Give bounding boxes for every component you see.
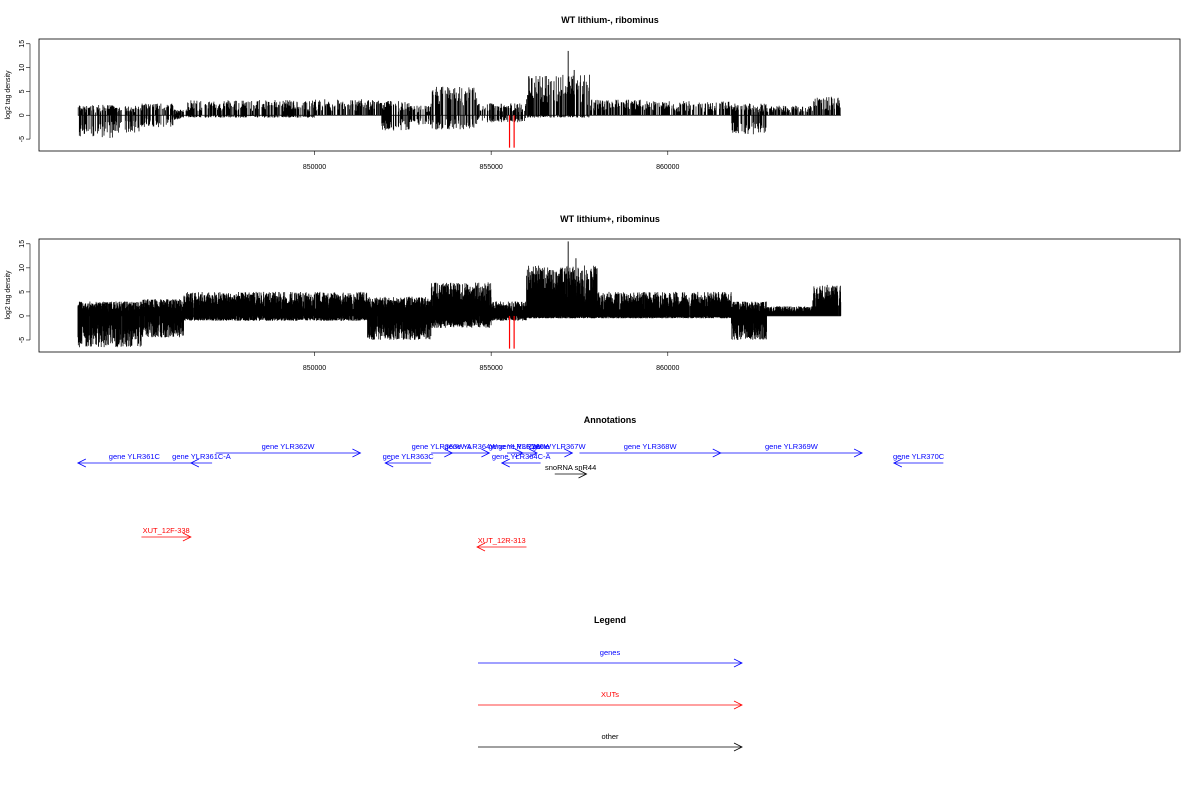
plot-frame bbox=[38, 238, 1181, 353]
legend-arrowhead bbox=[733, 700, 743, 710]
annotation-feature: gene YLR368W bbox=[579, 442, 722, 458]
y-axis-label: log2 tag density bbox=[5, 270, 12, 320]
legend-title: Legend bbox=[594, 615, 626, 625]
y-tick-label: 15 bbox=[19, 40, 26, 48]
feature-label: gene YLR363W-A bbox=[412, 442, 472, 451]
feature-label: gene YLR368W bbox=[624, 442, 678, 451]
feature-label: gene YLR369W bbox=[765, 442, 819, 451]
annotation-feature: gene YLR361C bbox=[76, 452, 191, 468]
track-lithium-minus: WT lithium-, ribominus log2 tag density … bbox=[5, 15, 1181, 171]
track-title: WT lithium+, ribominus bbox=[560, 214, 660, 224]
arrowhead bbox=[476, 542, 486, 552]
annotation-feature: XUT_12F-338 bbox=[141, 526, 192, 542]
feature-label: gene YLR364C-A bbox=[492, 452, 551, 461]
legend: Legend genes XUTs other bbox=[478, 615, 743, 752]
legend-item: other bbox=[478, 732, 743, 752]
signal-bars bbox=[77, 50, 841, 148]
arrowhead bbox=[564, 448, 574, 458]
legend-arrowhead bbox=[733, 658, 743, 668]
y-tick-label: 10 bbox=[19, 264, 26, 272]
legend-item: XUTs bbox=[478, 690, 743, 710]
feature-label: XUT_12R-313 bbox=[478, 536, 526, 545]
legend-label: other bbox=[601, 732, 619, 741]
feature-label: gene YLR364W bbox=[444, 442, 498, 451]
annotation-feature: gene YLR363C bbox=[383, 452, 435, 468]
feature-label: gene YLR370C bbox=[893, 452, 945, 461]
y-tick-label: 0 bbox=[19, 314, 26, 318]
y-tick-label: 5 bbox=[19, 290, 26, 294]
feature-label: XUT_12F-338 bbox=[143, 526, 190, 535]
signal-bar-path bbox=[77, 265, 842, 348]
legend-items: genes XUTs other bbox=[478, 648, 743, 752]
y-tick-label: 5 bbox=[19, 89, 26, 93]
arrowhead bbox=[892, 458, 903, 468]
arrowhead bbox=[528, 448, 538, 458]
x-axis: 850000 855000 860000 bbox=[303, 151, 680, 171]
annotation-feature: gene YLR363W-A bbox=[412, 442, 472, 458]
y-tick-label: -5 bbox=[19, 337, 26, 343]
track-lithium-plus: WT lithium+, ribominus log2 tag density … bbox=[5, 214, 1181, 372]
y-tick-label: 0 bbox=[19, 113, 26, 117]
arrowhead bbox=[352, 448, 362, 458]
y-axis: -5 0 5 10 15 bbox=[19, 40, 31, 142]
arrowhead bbox=[853, 448, 863, 458]
feature-label: gene YLR366W bbox=[498, 442, 552, 451]
annotation-feature: gene YLR364W bbox=[444, 442, 498, 458]
annotation-feature: gene YLR370C bbox=[892, 452, 945, 468]
arrowhead bbox=[481, 448, 491, 458]
annotation-features: gene YLR361C gene YLR361C-A gene YLR362W ge… bbox=[76, 442, 945, 552]
annotation-feature: snoRNA snR44 bbox=[545, 463, 596, 479]
legend-label: XUTs bbox=[601, 690, 619, 699]
legend-arrowhead bbox=[733, 742, 743, 752]
feature-label: gene YLR365W bbox=[489, 442, 543, 451]
track-title: WT lithium-, ribominus bbox=[561, 15, 659, 25]
feature-label: snoRNA snR44 bbox=[545, 463, 596, 472]
arrowhead bbox=[578, 469, 588, 479]
annotations-panel: Annotations gene YLR361C gene YLR361C-Age… bbox=[76, 415, 945, 552]
y-tick-label: 10 bbox=[19, 64, 26, 72]
y-axis-label: log2 tag density bbox=[5, 70, 12, 120]
x-tick-label: 855000 bbox=[479, 164, 502, 171]
annotation-feature: gene YLR369W bbox=[720, 442, 863, 458]
annotations-title: Annotations bbox=[584, 415, 637, 425]
annotation-feature: gene YLR367W bbox=[533, 442, 587, 458]
arrowhead bbox=[384, 458, 394, 468]
x-tick-label: 860000 bbox=[656, 164, 679, 171]
x-tick-label: 860000 bbox=[656, 365, 679, 372]
annotation-feature: gene YLR361C-A bbox=[172, 452, 231, 468]
legend-label: genes bbox=[600, 648, 621, 657]
x-tick-label: 850000 bbox=[303, 365, 326, 372]
annotation-feature: gene YLR362W bbox=[215, 442, 362, 458]
y-axis: -5 0 5 10 15 bbox=[19, 240, 31, 343]
signal-bars bbox=[77, 241, 842, 349]
feature-label: gene YLR363C bbox=[383, 452, 435, 461]
arrowhead bbox=[444, 448, 454, 458]
feature-label: gene YLR361C bbox=[109, 452, 161, 461]
feature-label: gene YLR361C-A bbox=[172, 452, 231, 461]
arrowhead bbox=[182, 532, 192, 542]
annotation-feature: gene YLR364C-A bbox=[492, 452, 551, 468]
y-tick-label: 15 bbox=[19, 240, 26, 248]
arrowhead bbox=[500, 458, 510, 468]
signal-bar-path bbox=[77, 74, 841, 138]
annotation-feature: gene YLR366W bbox=[498, 442, 552, 458]
y-tick-label: -5 bbox=[19, 136, 26, 142]
arrowhead bbox=[190, 458, 200, 468]
x-tick-label: 850000 bbox=[303, 164, 326, 171]
feature-label: gene YLR367W bbox=[533, 442, 587, 451]
plot-frame bbox=[38, 38, 1181, 152]
feature-label: gene YLR362W bbox=[262, 442, 316, 451]
x-tick-label: 855000 bbox=[479, 365, 502, 372]
arrowhead bbox=[76, 458, 87, 468]
annotation-feature: XUT_12R-313 bbox=[476, 536, 527, 552]
legend-item: genes bbox=[478, 648, 743, 668]
x-axis: 850000 855000 860000 bbox=[303, 352, 680, 372]
